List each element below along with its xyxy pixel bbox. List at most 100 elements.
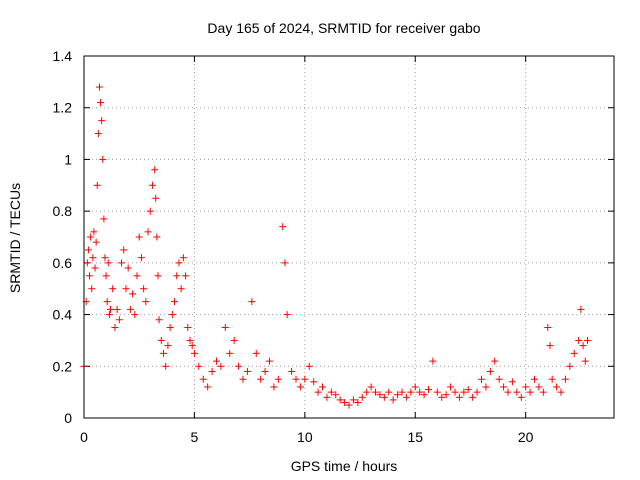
data-point bbox=[283, 311, 291, 319]
data-point bbox=[447, 383, 455, 391]
y-tick-label: 1.2 bbox=[53, 100, 73, 116]
data-point bbox=[98, 117, 106, 125]
data-point bbox=[531, 375, 538, 383]
data-point bbox=[113, 305, 121, 313]
data-point bbox=[261, 367, 269, 375]
data-point bbox=[367, 383, 375, 391]
data-point bbox=[429, 357, 437, 365]
data-point bbox=[561, 375, 569, 383]
data-point bbox=[107, 305, 114, 313]
data-point bbox=[109, 285, 117, 293]
data-point bbox=[535, 383, 543, 391]
data-point bbox=[97, 99, 105, 107]
y-tick-label: 0.8 bbox=[53, 203, 73, 219]
data-point bbox=[171, 298, 179, 306]
data-point bbox=[442, 391, 450, 399]
data-point bbox=[376, 391, 384, 399]
data-point bbox=[398, 388, 406, 396]
data-point bbox=[546, 342, 554, 350]
data-point bbox=[389, 396, 397, 404]
y-tick-label: 0.6 bbox=[53, 255, 73, 271]
y-tick-label: 0.2 bbox=[53, 358, 73, 374]
data-point bbox=[292, 375, 300, 383]
data-point bbox=[179, 254, 187, 262]
data-point bbox=[188, 342, 196, 350]
data-point bbox=[411, 383, 419, 391]
data-point bbox=[124, 264, 132, 272]
data-points bbox=[80, 83, 591, 409]
data-point bbox=[270, 383, 278, 391]
data-point bbox=[87, 233, 95, 241]
data-point bbox=[332, 391, 340, 399]
data-point bbox=[204, 383, 212, 391]
data-point bbox=[464, 386, 472, 394]
data-point bbox=[118, 259, 126, 267]
data-point bbox=[153, 233, 161, 241]
data-point bbox=[173, 272, 181, 280]
data-point bbox=[372, 388, 379, 396]
data-point bbox=[154, 272, 162, 280]
data-point bbox=[394, 391, 402, 399]
data-point bbox=[274, 375, 282, 383]
data-point bbox=[100, 215, 108, 223]
data-point bbox=[570, 349, 578, 357]
data-point bbox=[522, 383, 530, 391]
data-point bbox=[217, 362, 225, 370]
data-point bbox=[416, 388, 424, 396]
data-point bbox=[341, 398, 349, 406]
data-point bbox=[584, 336, 591, 344]
data-point bbox=[460, 388, 468, 396]
plot-frame bbox=[83, 55, 615, 419]
x-tick-label: 15 bbox=[407, 429, 423, 445]
data-point bbox=[91, 264, 99, 272]
data-point bbox=[88, 285, 96, 293]
data-point bbox=[111, 324, 119, 331]
data-point bbox=[407, 388, 415, 396]
data-point bbox=[566, 362, 574, 370]
data-point bbox=[288, 367, 296, 375]
data-point bbox=[504, 388, 512, 396]
data-point bbox=[473, 388, 481, 396]
data-point bbox=[146, 207, 154, 215]
data-point bbox=[152, 194, 160, 202]
data-point bbox=[345, 401, 353, 409]
data-point bbox=[482, 383, 490, 391]
data-point bbox=[539, 388, 547, 396]
x-axis-label: GPS time / hours bbox=[291, 458, 398, 474]
data-point bbox=[513, 388, 521, 396]
data-point bbox=[363, 388, 371, 396]
data-point bbox=[508, 378, 516, 386]
data-point bbox=[115, 316, 123, 324]
x-tick-label: 10 bbox=[297, 429, 313, 445]
data-point bbox=[469, 393, 477, 401]
data-point bbox=[148, 181, 156, 189]
data-point bbox=[581, 357, 589, 365]
data-point bbox=[301, 375, 309, 383]
data-point bbox=[99, 155, 107, 163]
data-point bbox=[548, 375, 556, 383]
data-point bbox=[93, 181, 101, 189]
data-point bbox=[157, 336, 165, 344]
data-point bbox=[135, 233, 143, 241]
data-point bbox=[500, 383, 508, 391]
data-point bbox=[266, 357, 273, 365]
x-tick-label: 0 bbox=[80, 429, 88, 445]
y-tick-label: 0.4 bbox=[53, 307, 73, 323]
data-point bbox=[243, 367, 251, 375]
y-tick-label: 1 bbox=[64, 151, 72, 167]
data-point bbox=[103, 298, 111, 306]
data-point bbox=[358, 393, 366, 401]
data-point bbox=[314, 388, 322, 396]
data-point bbox=[142, 298, 150, 306]
data-point bbox=[380, 393, 388, 401]
y-tick-label: 0 bbox=[64, 410, 72, 426]
data-point bbox=[144, 228, 152, 236]
data-point bbox=[129, 290, 137, 298]
data-point bbox=[101, 254, 109, 262]
data-point bbox=[160, 349, 167, 357]
data-point bbox=[155, 316, 163, 324]
y-tick-label: 1.4 bbox=[53, 48, 73, 64]
data-point bbox=[433, 388, 441, 396]
data-point bbox=[126, 305, 134, 313]
data-point bbox=[182, 272, 190, 280]
